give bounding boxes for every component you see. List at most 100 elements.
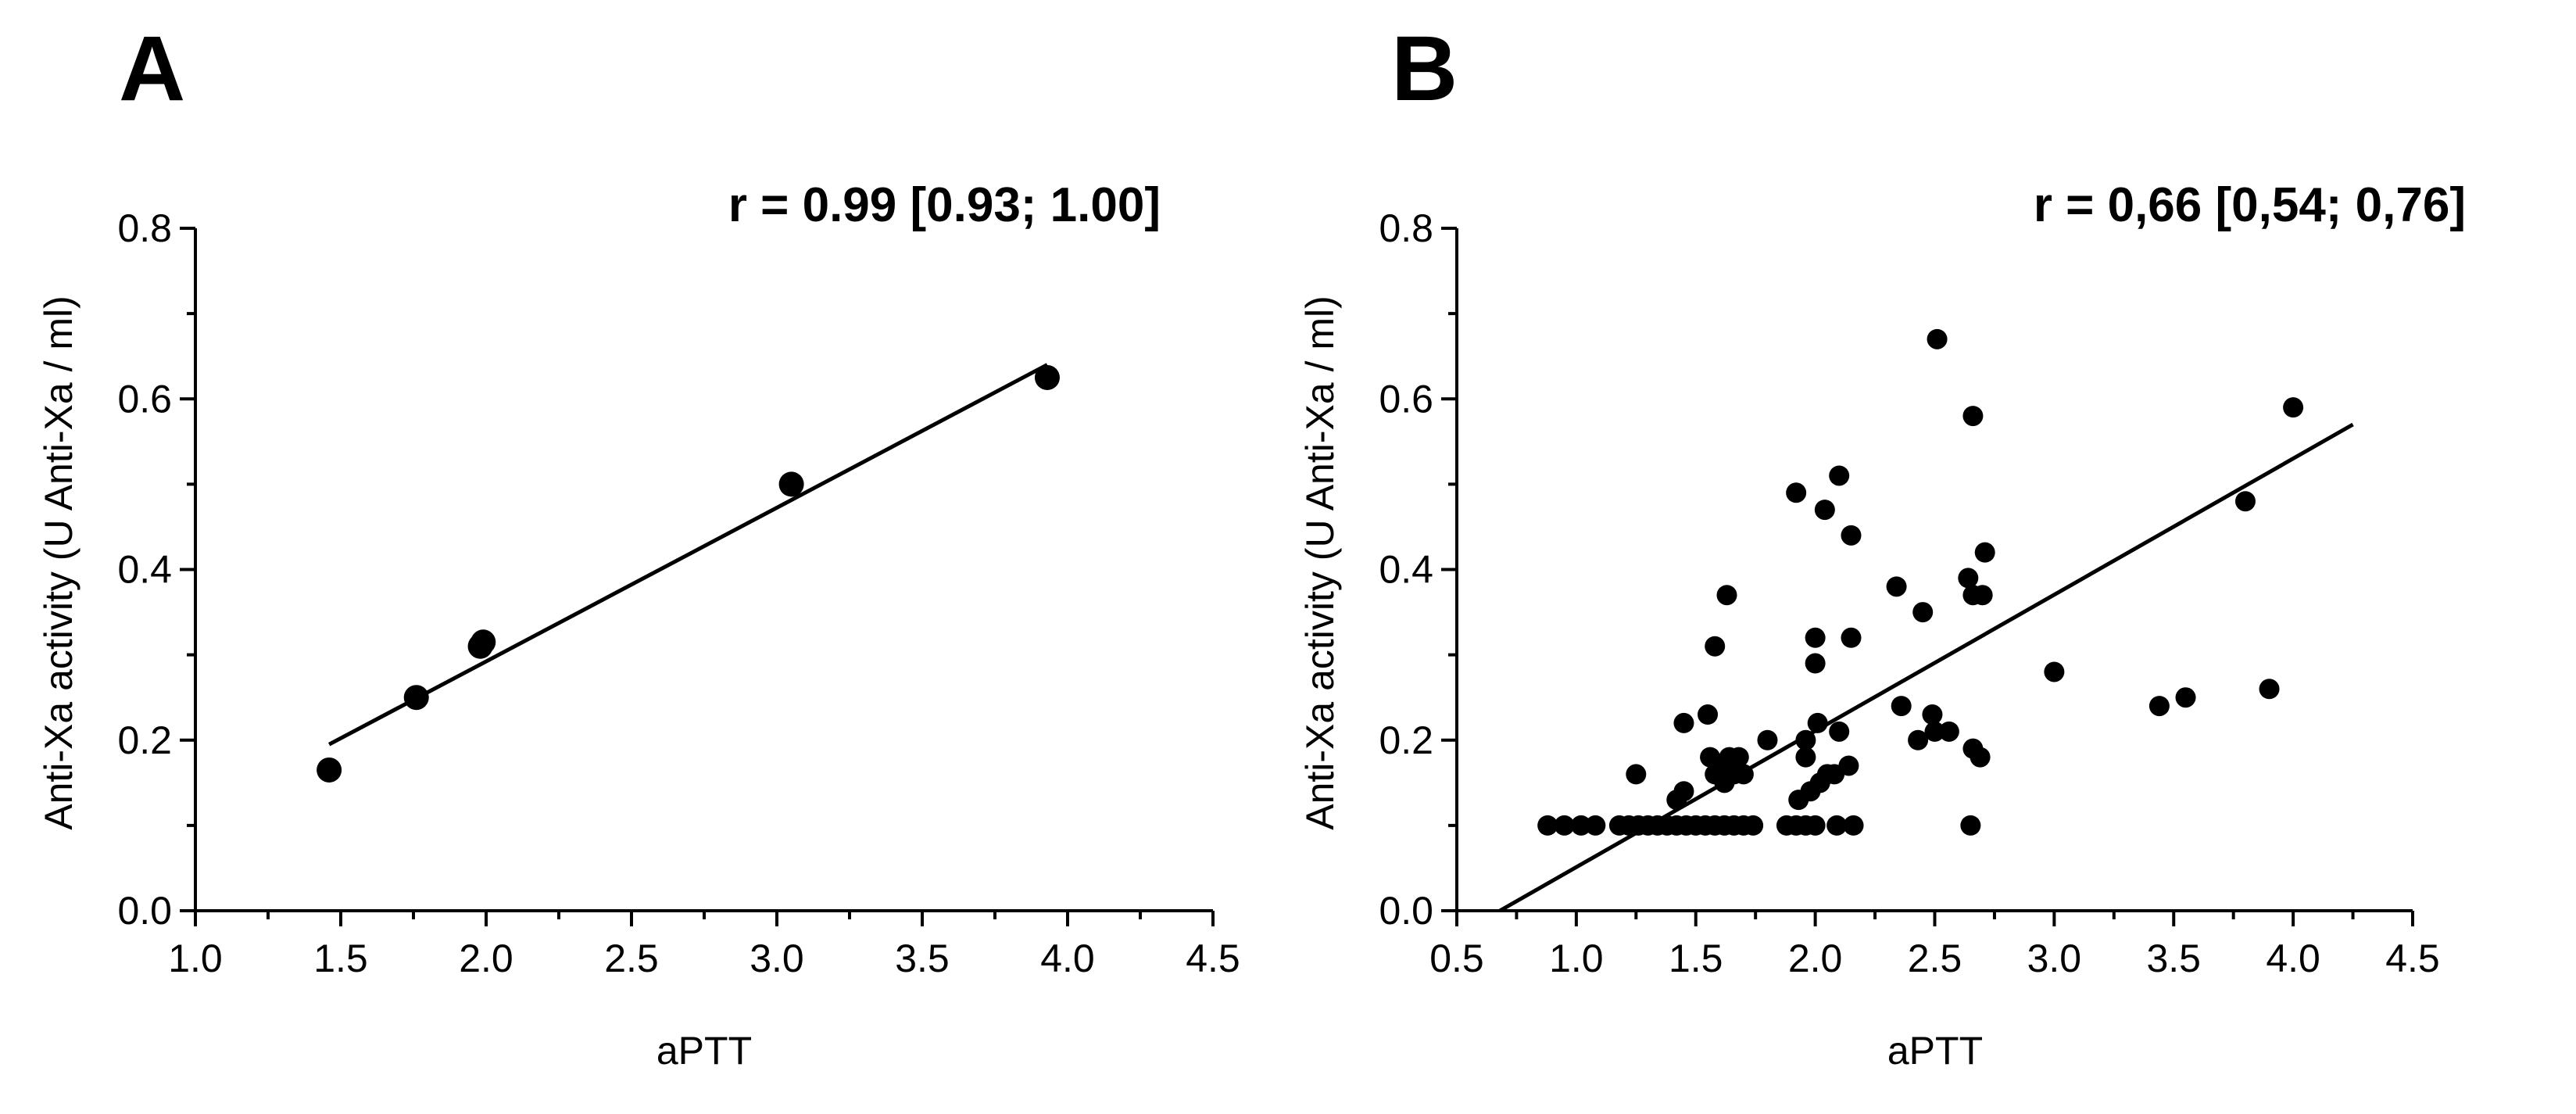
panel-b-y-tick-label: 0.6 bbox=[1379, 377, 1433, 421]
panel-a-y-axis-title: Anti-Xa activity (U Anti-Xa / ml) bbox=[37, 296, 80, 830]
panel-b-data-point bbox=[1924, 721, 1945, 742]
panel-b-data-point bbox=[1829, 721, 1850, 742]
panel-b-regression-line bbox=[1498, 422, 2354, 913]
panel-b-data-point bbox=[1826, 815, 1848, 836]
panel-b-data-point bbox=[1922, 704, 1943, 725]
panel-b-x-tick-label: 2.5 bbox=[1908, 937, 1962, 980]
panel-b-data-point bbox=[1886, 576, 1907, 597]
panel-b-x-tick-label: 1.5 bbox=[1669, 937, 1723, 980]
panel-b-x-axis-title: aPTT bbox=[1887, 1029, 1983, 1073]
panel-b-x-tick-label: 4.5 bbox=[2385, 937, 2440, 980]
panel-a-data-point bbox=[317, 757, 342, 783]
panel-b-data-point bbox=[1912, 602, 1934, 623]
panel-b-data-point bbox=[1786, 482, 1807, 503]
panel-b-correlation: r = 0,66 [0,54; 0,76] bbox=[2034, 178, 2466, 232]
panel-b-data-point bbox=[2234, 491, 2256, 512]
panel-b-data-point bbox=[1698, 704, 1719, 725]
panel-b-data-point bbox=[1705, 636, 1726, 657]
panel-b-axes: 0.5 1.0 1.5 2.0 2.5 3.0 3.5 4.0 4.5 0.0 0.2 0.4 0.6 0… bbox=[1379, 206, 2439, 980]
panel-b-data-point bbox=[1673, 712, 1694, 733]
panel-b-data-point bbox=[1927, 328, 1948, 349]
panel-b-data-point bbox=[1795, 747, 1816, 768]
panel-a-x-tick-label: 2.0 bbox=[459, 937, 513, 980]
panel-a-x-tick-label: 1.0 bbox=[168, 937, 223, 980]
panel-a-data-point bbox=[1034, 364, 1060, 390]
panel-a-x-axis-title: aPTT bbox=[657, 1029, 752, 1073]
panel-b-data-point bbox=[1960, 815, 1981, 836]
panel-b-data-point bbox=[1585, 815, 1606, 836]
panel-b-data-point bbox=[1841, 627, 1862, 648]
panel-b-letter: B bbox=[1391, 17, 1458, 120]
panel-a-points bbox=[317, 364, 1060, 783]
panel-b-data-point bbox=[1733, 764, 1754, 785]
panel-b-data-point bbox=[1958, 568, 1979, 589]
panel-a-x-tick-label: 4.0 bbox=[1040, 937, 1095, 980]
panel-b-data-point bbox=[1805, 653, 1826, 674]
panel-b-x-tick-label: 1.0 bbox=[1549, 937, 1604, 980]
panel-b-data-point bbox=[1807, 712, 1828, 733]
panel-b-data-point bbox=[1829, 465, 1850, 486]
panel-b-data-point bbox=[1843, 815, 1864, 836]
panel-b-points bbox=[1537, 328, 2304, 836]
panel-b-data-point bbox=[1970, 747, 1991, 768]
panel-a-fit-line-group bbox=[327, 363, 1049, 747]
panel-a-y-tick-label: 0.2 bbox=[117, 718, 172, 762]
panel-b-data-point bbox=[1974, 542, 1995, 563]
panel-a-y-tick-label: 0.0 bbox=[117, 889, 172, 933]
panel-a-correlation: r = 0.99 [0.93; 1.00] bbox=[728, 178, 1161, 232]
panel-a-data-point bbox=[470, 629, 496, 655]
panel-b: B r = 0,66 [0,54; 0,76] Anti-Xa activity… bbox=[1298, 17, 2466, 1073]
panel-b-y-axis-title: Anti-Xa activity (U Anti-Xa / ml) bbox=[1298, 296, 1342, 830]
panel-a-y-tick-label: 0.6 bbox=[117, 377, 172, 421]
panel-a: A r = 0.99 [0.93; 1.00] Anti-Xa activity… bbox=[37, 17, 1240, 1073]
panel-b-data-point bbox=[1908, 729, 1929, 750]
panel-b-data-point bbox=[1814, 500, 1835, 521]
panel-b-y-tick-label: 0.0 bbox=[1379, 889, 1433, 933]
panel-b-data-point bbox=[2259, 679, 2280, 700]
panel-a-x-tick-label: 4.5 bbox=[1186, 937, 1240, 980]
panel-b-data-point bbox=[1841, 525, 1862, 546]
panel-b-data-point bbox=[2283, 397, 2304, 418]
panel-b-data-point bbox=[1795, 729, 1816, 750]
panel-b-data-point bbox=[1838, 755, 1859, 776]
panel-b-data-point bbox=[1938, 721, 1959, 742]
panel-b-data-point bbox=[1728, 747, 1749, 768]
panel-a-x-tick-label: 1.5 bbox=[313, 937, 368, 980]
panel-a-x-tick-label: 2.5 bbox=[604, 937, 659, 980]
panel-b-x-tick-label: 3.5 bbox=[2146, 937, 2201, 980]
panel-a-y-tick-label: 0.8 bbox=[117, 206, 172, 250]
panel-b-x-tick-label: 3.0 bbox=[2027, 937, 2082, 980]
panel-b-data-point bbox=[1891, 696, 1912, 717]
panel-a-regression-line bbox=[327, 363, 1049, 747]
panel-b-fit-line-group bbox=[1498, 422, 2354, 913]
panel-b-x-tick-label: 2.0 bbox=[1788, 937, 1843, 980]
panel-b-data-point bbox=[1554, 815, 1575, 836]
panel-a-x-tick-label: 3.0 bbox=[750, 937, 804, 980]
panel-b-data-point bbox=[1673, 781, 1694, 802]
panel-b-data-point bbox=[1570, 815, 1591, 836]
panel-b-x-tick-label: 0.5 bbox=[1429, 937, 1484, 980]
panel-b-data-point bbox=[1716, 585, 1737, 606]
panel-a-y-tick-label: 0.4 bbox=[117, 548, 172, 592]
panel-a-letter: A bbox=[119, 17, 185, 120]
panel-a-data-point bbox=[403, 685, 429, 711]
panel-b-x-tick-label: 4.0 bbox=[2266, 937, 2320, 980]
panel-b-data-point bbox=[2175, 687, 2196, 708]
panel-b-data-point bbox=[1962, 406, 1984, 427]
panel-a-axes: 1.0 1.5 2.0 2.5 3.0 3.5 4.0 4.5 0.0 0.2 0.4 0.6 0.8 bbox=[117, 206, 1240, 980]
panel-b-data-point bbox=[1537, 815, 1558, 836]
panel-b-data-point bbox=[1626, 764, 1647, 785]
panel-b-y-tick-label: 0.2 bbox=[1379, 718, 1433, 762]
panel-b-data-point bbox=[1805, 627, 1826, 648]
panel-b-data-point bbox=[2044, 661, 2065, 682]
panel-b-y-tick-label: 0.4 bbox=[1379, 548, 1433, 592]
panel-b-data-point bbox=[1757, 729, 1778, 750]
panel-b-data-point bbox=[2148, 696, 2170, 717]
panel-a-data-point bbox=[778, 471, 804, 497]
panel-b-data-point bbox=[1743, 815, 1764, 836]
panel-b-data-point bbox=[1972, 585, 1993, 606]
panel-a-x-tick-label: 3.5 bbox=[895, 937, 950, 980]
panel-b-y-tick-label: 0.8 bbox=[1379, 206, 1433, 250]
panel-b-data-point bbox=[1805, 815, 1826, 836]
